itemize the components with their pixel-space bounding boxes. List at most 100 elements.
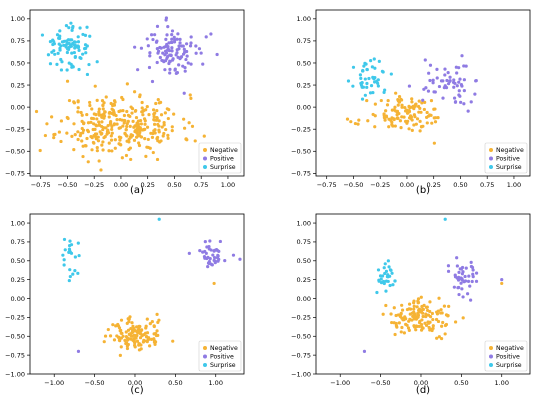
x-tick-label: 0.75 [480,181,494,189]
point-negative [432,107,436,111]
y-tick-label: −0.75 [291,170,311,178]
point-negative [439,336,444,341]
point-negative [86,160,90,164]
point-positive [431,81,435,85]
point-negative [137,141,141,145]
subplot-4: −1.00 −0.50 0.00 0.50 1.00 −1.00 −0.75 −0.50 −0.… [291,213,531,396]
point-positive [448,79,452,83]
point-surprise [365,85,369,89]
point-negative [106,124,110,128]
point-positive [452,96,457,100]
point-negative [435,312,440,316]
point-surprise [72,50,76,55]
point-negative [80,113,84,117]
point-negative [126,342,130,347]
point-negative [140,106,144,110]
legend-label: Positive [210,354,234,361]
point-negative [428,309,432,314]
point-negative [110,131,114,135]
point-negative [411,314,415,319]
legend-label: Surprise [210,362,236,369]
point-surprise [377,278,381,282]
point-positive [443,73,447,77]
point-negative [182,117,186,121]
point-surprise [68,268,72,272]
point-negative [417,324,421,328]
point-positive [184,42,189,46]
point-negative [92,112,96,116]
point-surprise [378,274,383,278]
point-negative [132,125,136,129]
point-negative [121,124,125,128]
point-negative [119,336,123,340]
point-negative [76,100,80,104]
point-negative [145,125,150,129]
point-negative [115,122,119,126]
point-surprise [50,50,54,54]
point-negative [137,134,141,138]
point-negative [385,103,390,107]
point-negative [125,124,129,129]
point-surprise [73,40,77,44]
point-positive [164,59,168,63]
point-positive [468,284,472,288]
point-negative [66,116,70,121]
point-negative [154,118,159,122]
point-negative [132,338,136,342]
point-negative [138,329,142,333]
point-positive [164,37,168,41]
point-positive [189,41,193,45]
point-negative [144,324,148,328]
legend-marker [489,165,493,169]
point-surprise [62,258,66,262]
point-negative [131,119,135,123]
point-positive [453,100,458,104]
x-tick-label: −0.50 [57,181,77,189]
point-positive [455,256,459,260]
point-negative [428,300,432,304]
point-positive [183,69,187,73]
point-positive [167,41,171,45]
point-negative [135,339,140,343]
point-negative [127,147,131,152]
point-positive [448,75,452,79]
point-negative [154,101,158,106]
point-negative [139,122,143,126]
x-tick-label: 1.00 [221,181,235,189]
point-negative [103,334,108,338]
legend-box [198,142,242,174]
point-positive [187,251,191,255]
point-positive [437,84,442,89]
point-negative [413,325,417,329]
point-surprise [66,38,71,42]
point-negative [424,314,428,319]
point-positive [215,52,219,57]
point-negative [410,97,414,101]
point-negative [419,295,423,299]
point-negative [381,312,385,316]
y-tick-label: −1.00 [291,370,311,378]
point-surprise [65,50,69,55]
subplot-caption: (d) [416,385,430,396]
point-surprise [53,52,57,56]
point-negative [72,122,76,126]
point-negative [118,117,122,122]
legend-box [198,340,242,372]
point-surprise [70,38,74,42]
point-negative [125,346,130,351]
point-surprise [369,59,373,63]
point-negative [171,339,175,343]
point-negative [393,332,397,337]
points-group [61,217,242,357]
point-positive [423,58,427,62]
point-surprise [62,43,66,47]
y-tick-label: −0.50 [291,333,311,341]
point-negative [212,281,216,286]
point-negative [187,121,191,125]
point-positive [203,256,207,260]
point-positive [457,292,461,297]
point-negative [94,123,98,127]
point-negative [130,321,134,325]
point-negative [141,113,145,117]
